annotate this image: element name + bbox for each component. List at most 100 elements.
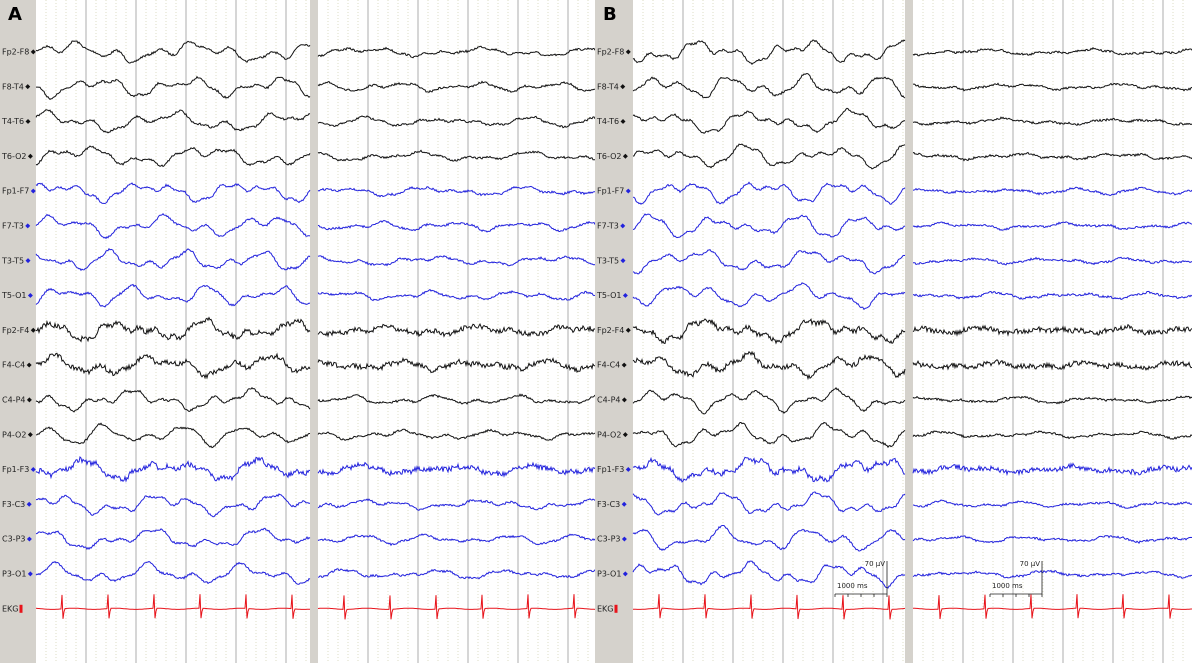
trace: [912, 290, 1192, 300]
channel-marker: [30, 466, 36, 472]
channel-label: T6-O2: [1, 152, 26, 161]
label-column: [0, 0, 36, 663]
trace: [912, 462, 1192, 477]
trace: [35, 182, 311, 205]
trace: [317, 322, 596, 338]
trace: [912, 359, 1192, 371]
trace: [35, 594, 310, 619]
trace: [35, 455, 311, 483]
channel-marker: [25, 223, 31, 229]
panel-label: B: [603, 4, 617, 25]
scale-bar: [989, 561, 1043, 597]
channel-label: C3-P3: [597, 535, 620, 544]
channel-marker: [622, 571, 628, 577]
channel-marker: [27, 432, 33, 438]
trace: [317, 219, 596, 233]
trace: [317, 149, 595, 162]
channel-marker: [30, 327, 36, 333]
trace: [317, 115, 596, 129]
trace: [317, 498, 596, 511]
label-column: [595, 0, 633, 663]
trace: [912, 82, 1192, 92]
channel-marker: [27, 292, 33, 298]
channel-marker: [614, 604, 618, 613]
trace: [912, 186, 1192, 197]
channel-label: Fp1-F7: [597, 187, 624, 196]
trace: [632, 213, 906, 239]
trace: [632, 560, 906, 589]
channel-label: Fp1-F3: [597, 465, 624, 474]
trace: [912, 499, 1192, 509]
channel-marker: [621, 536, 627, 542]
trace: [317, 80, 596, 94]
channel-label: T5-O1: [1, 291, 26, 300]
channel-label: F8-T4: [2, 82, 24, 91]
trace: [912, 569, 1192, 579]
channel-label: Fp1-F3: [2, 465, 29, 474]
channel-marker: [26, 536, 32, 542]
channel-label: P3-O1: [2, 570, 26, 579]
scale-bar: [834, 561, 888, 597]
trace: [317, 185, 596, 198]
channel-label: F3-C3: [2, 500, 25, 509]
channel-label: T6-O2: [596, 152, 621, 161]
channel-label: C4-P4: [2, 396, 25, 405]
scale-time: 1000 ms: [992, 582, 1023, 590]
channel-label: P3-O1: [597, 570, 621, 579]
scale-voltage: 70 µV: [1020, 560, 1041, 568]
trace: [912, 535, 1192, 544]
trace: [317, 533, 596, 547]
channel-label: P4-O2: [597, 430, 621, 439]
trace: [913, 116, 1192, 127]
channel-label: T4-T6: [1, 117, 24, 126]
trace: [35, 561, 311, 585]
trace: [912, 323, 1192, 337]
trace: [632, 181, 906, 205]
trace: [35, 422, 311, 449]
channel-marker: [27, 571, 33, 577]
trace: [317, 45, 596, 59]
channel-marker: [26, 397, 32, 403]
channel-label: Fp1-F7: [2, 187, 29, 196]
trace: [35, 283, 311, 308]
trace: [36, 493, 311, 518]
scale-time: 1000 ms: [837, 582, 868, 590]
channel-marker: [25, 118, 31, 124]
channel-label: EKG: [597, 604, 614, 613]
scale-voltage: 70 µV: [865, 560, 886, 568]
trace: [35, 352, 311, 380]
channel-label: P4-O2: [2, 430, 26, 439]
trace: [632, 594, 906, 620]
channel-marker: [19, 604, 23, 613]
trace: [632, 421, 906, 449]
channel-label: T4-T6: [596, 117, 619, 126]
channel-marker: [25, 84, 31, 90]
trace: [317, 357, 596, 374]
trace: [632, 72, 906, 99]
trace: [317, 568, 596, 580]
channel-marker: [26, 501, 32, 507]
channel-label: F7-T3: [2, 222, 24, 231]
panel-label: A: [8, 4, 22, 25]
channel-label: C3-P3: [2, 535, 25, 544]
trace: [317, 254, 596, 267]
trace: [632, 248, 906, 275]
trace: [632, 525, 906, 552]
trace: [912, 594, 1192, 620]
channel-marker: [25, 258, 31, 264]
trace: [912, 395, 1192, 405]
channel-marker: [26, 362, 32, 368]
separator: [310, 0, 318, 663]
trace: [912, 430, 1192, 440]
trace: [632, 143, 906, 170]
trace: [35, 247, 311, 272]
separator: [905, 0, 913, 663]
trace: [35, 145, 311, 168]
trace: [317, 594, 596, 620]
channel-label: Fp2-F4: [597, 326, 624, 335]
trace: [35, 527, 311, 551]
trace: [317, 288, 596, 302]
trace: [632, 282, 906, 311]
channel-label: EKG: [2, 604, 19, 613]
